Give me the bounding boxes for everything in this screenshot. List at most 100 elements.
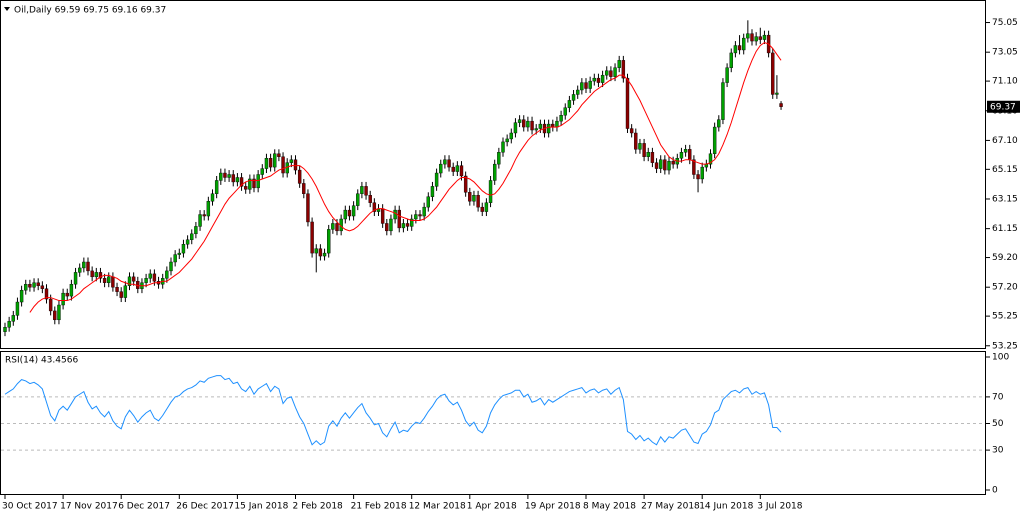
candle-body bbox=[169, 261, 173, 272]
y-tick-label: 73.05 bbox=[992, 48, 1018, 58]
candle-body bbox=[98, 272, 103, 279]
moving-average bbox=[29, 41, 782, 313]
candle-body bbox=[260, 168, 264, 175]
candle-body bbox=[584, 82, 588, 89]
candle-body bbox=[613, 67, 617, 77]
candle-body bbox=[505, 138, 509, 143]
candle-body bbox=[546, 123, 551, 134]
candle-body bbox=[775, 92, 779, 95]
candle-body bbox=[248, 178, 252, 190]
candle-body bbox=[306, 193, 310, 223]
candle-body bbox=[683, 149, 688, 153]
y-tick-label: 71.10 bbox=[992, 77, 1018, 87]
candle-body bbox=[762, 34, 767, 40]
candle-body bbox=[455, 165, 460, 172]
x-tick-label: 30 Oct 2017 bbox=[2, 502, 58, 512]
x-tick-label: 21 Feb 2018 bbox=[351, 502, 407, 512]
candle-body bbox=[480, 206, 484, 212]
candle-body bbox=[696, 174, 700, 180]
candle-body bbox=[737, 45, 742, 51]
candle-body bbox=[422, 206, 426, 217]
candle-body bbox=[165, 270, 169, 279]
candle-body bbox=[322, 252, 327, 257]
x-tick-label: 27 May 2018 bbox=[641, 502, 700, 512]
candle-body bbox=[210, 193, 215, 202]
candle-body bbox=[642, 143, 646, 157]
candle-body bbox=[61, 292, 65, 306]
candle-body bbox=[596, 77, 601, 83]
y-tick-label: 55.25 bbox=[992, 312, 1018, 322]
candle-body bbox=[746, 33, 750, 39]
candle-body bbox=[708, 153, 713, 165]
candle-body bbox=[351, 205, 356, 217]
candle-body bbox=[214, 180, 219, 194]
candle-body bbox=[488, 180, 493, 203]
candle-body bbox=[190, 233, 194, 240]
candle-body bbox=[700, 166, 704, 180]
candle-body bbox=[264, 158, 269, 169]
candle-body bbox=[40, 285, 45, 289]
candle-body bbox=[459, 165, 464, 177]
candle-body bbox=[410, 218, 414, 227]
candle-body bbox=[24, 284, 28, 291]
candle-body bbox=[414, 214, 418, 220]
candle-body bbox=[123, 285, 128, 298]
candle-body bbox=[3, 327, 7, 332]
candle-body bbox=[447, 159, 451, 168]
candle-body bbox=[32, 282, 36, 288]
candle-body bbox=[94, 272, 99, 278]
x-tick-label: 14 Jun 2018 bbox=[699, 502, 753, 512]
candle-body bbox=[517, 119, 522, 123]
candle-body bbox=[468, 192, 472, 202]
candle-body bbox=[65, 292, 69, 297]
x-tick-label: 17 Nov 2017 bbox=[60, 502, 118, 512]
candle-body bbox=[650, 152, 655, 163]
candle-body bbox=[198, 214, 202, 227]
candle-body bbox=[426, 196, 430, 208]
candle-body bbox=[202, 214, 206, 217]
candle-body bbox=[44, 288, 49, 300]
candle-body bbox=[152, 273, 157, 282]
candle-body bbox=[177, 252, 182, 255]
candle-body bbox=[729, 52, 733, 68]
candle-body bbox=[219, 172, 223, 181]
candle-body bbox=[206, 201, 211, 217]
candle-body bbox=[625, 77, 630, 129]
x-tick-label: 1 Apr 2018 bbox=[467, 502, 517, 512]
y-tick-label: 100 bbox=[992, 353, 1009, 363]
candle-body bbox=[600, 74, 605, 83]
candle-body bbox=[443, 159, 447, 165]
candle-body bbox=[605, 70, 609, 76]
candle-body bbox=[592, 77, 596, 82]
candle-body bbox=[401, 223, 406, 229]
y-tick-label: 59.20 bbox=[992, 253, 1018, 263]
candle-body bbox=[327, 229, 331, 254]
candle-body bbox=[19, 289, 24, 303]
candle-body bbox=[526, 120, 530, 128]
x-tick-label: 19 Apr 2018 bbox=[525, 502, 581, 512]
candle-body bbox=[53, 310, 57, 321]
candle-body bbox=[15, 301, 20, 316]
x-tick-label: 2 Feb 2018 bbox=[293, 502, 344, 512]
candle-body bbox=[314, 248, 318, 254]
candle-body bbox=[397, 209, 401, 229]
candle-body bbox=[277, 153, 281, 157]
candle-body bbox=[144, 278, 148, 283]
candle-body bbox=[667, 160, 671, 171]
y-tick-label: 75.05 bbox=[992, 18, 1018, 28]
price-panel-frame bbox=[0, 0, 986, 349]
candle-body bbox=[293, 159, 298, 171]
rsi-line bbox=[4, 375, 782, 446]
candle-body bbox=[679, 152, 684, 159]
candle-body bbox=[268, 158, 273, 168]
candle-body bbox=[127, 276, 132, 286]
candle-body bbox=[385, 223, 389, 232]
candle-body bbox=[621, 60, 626, 79]
price-tag-label: 69.37 bbox=[990, 102, 1016, 112]
candle-body bbox=[418, 214, 422, 217]
candle-body bbox=[717, 119, 721, 128]
candle-body bbox=[750, 33, 754, 42]
candle-body bbox=[571, 94, 576, 101]
candle-body bbox=[302, 183, 306, 194]
